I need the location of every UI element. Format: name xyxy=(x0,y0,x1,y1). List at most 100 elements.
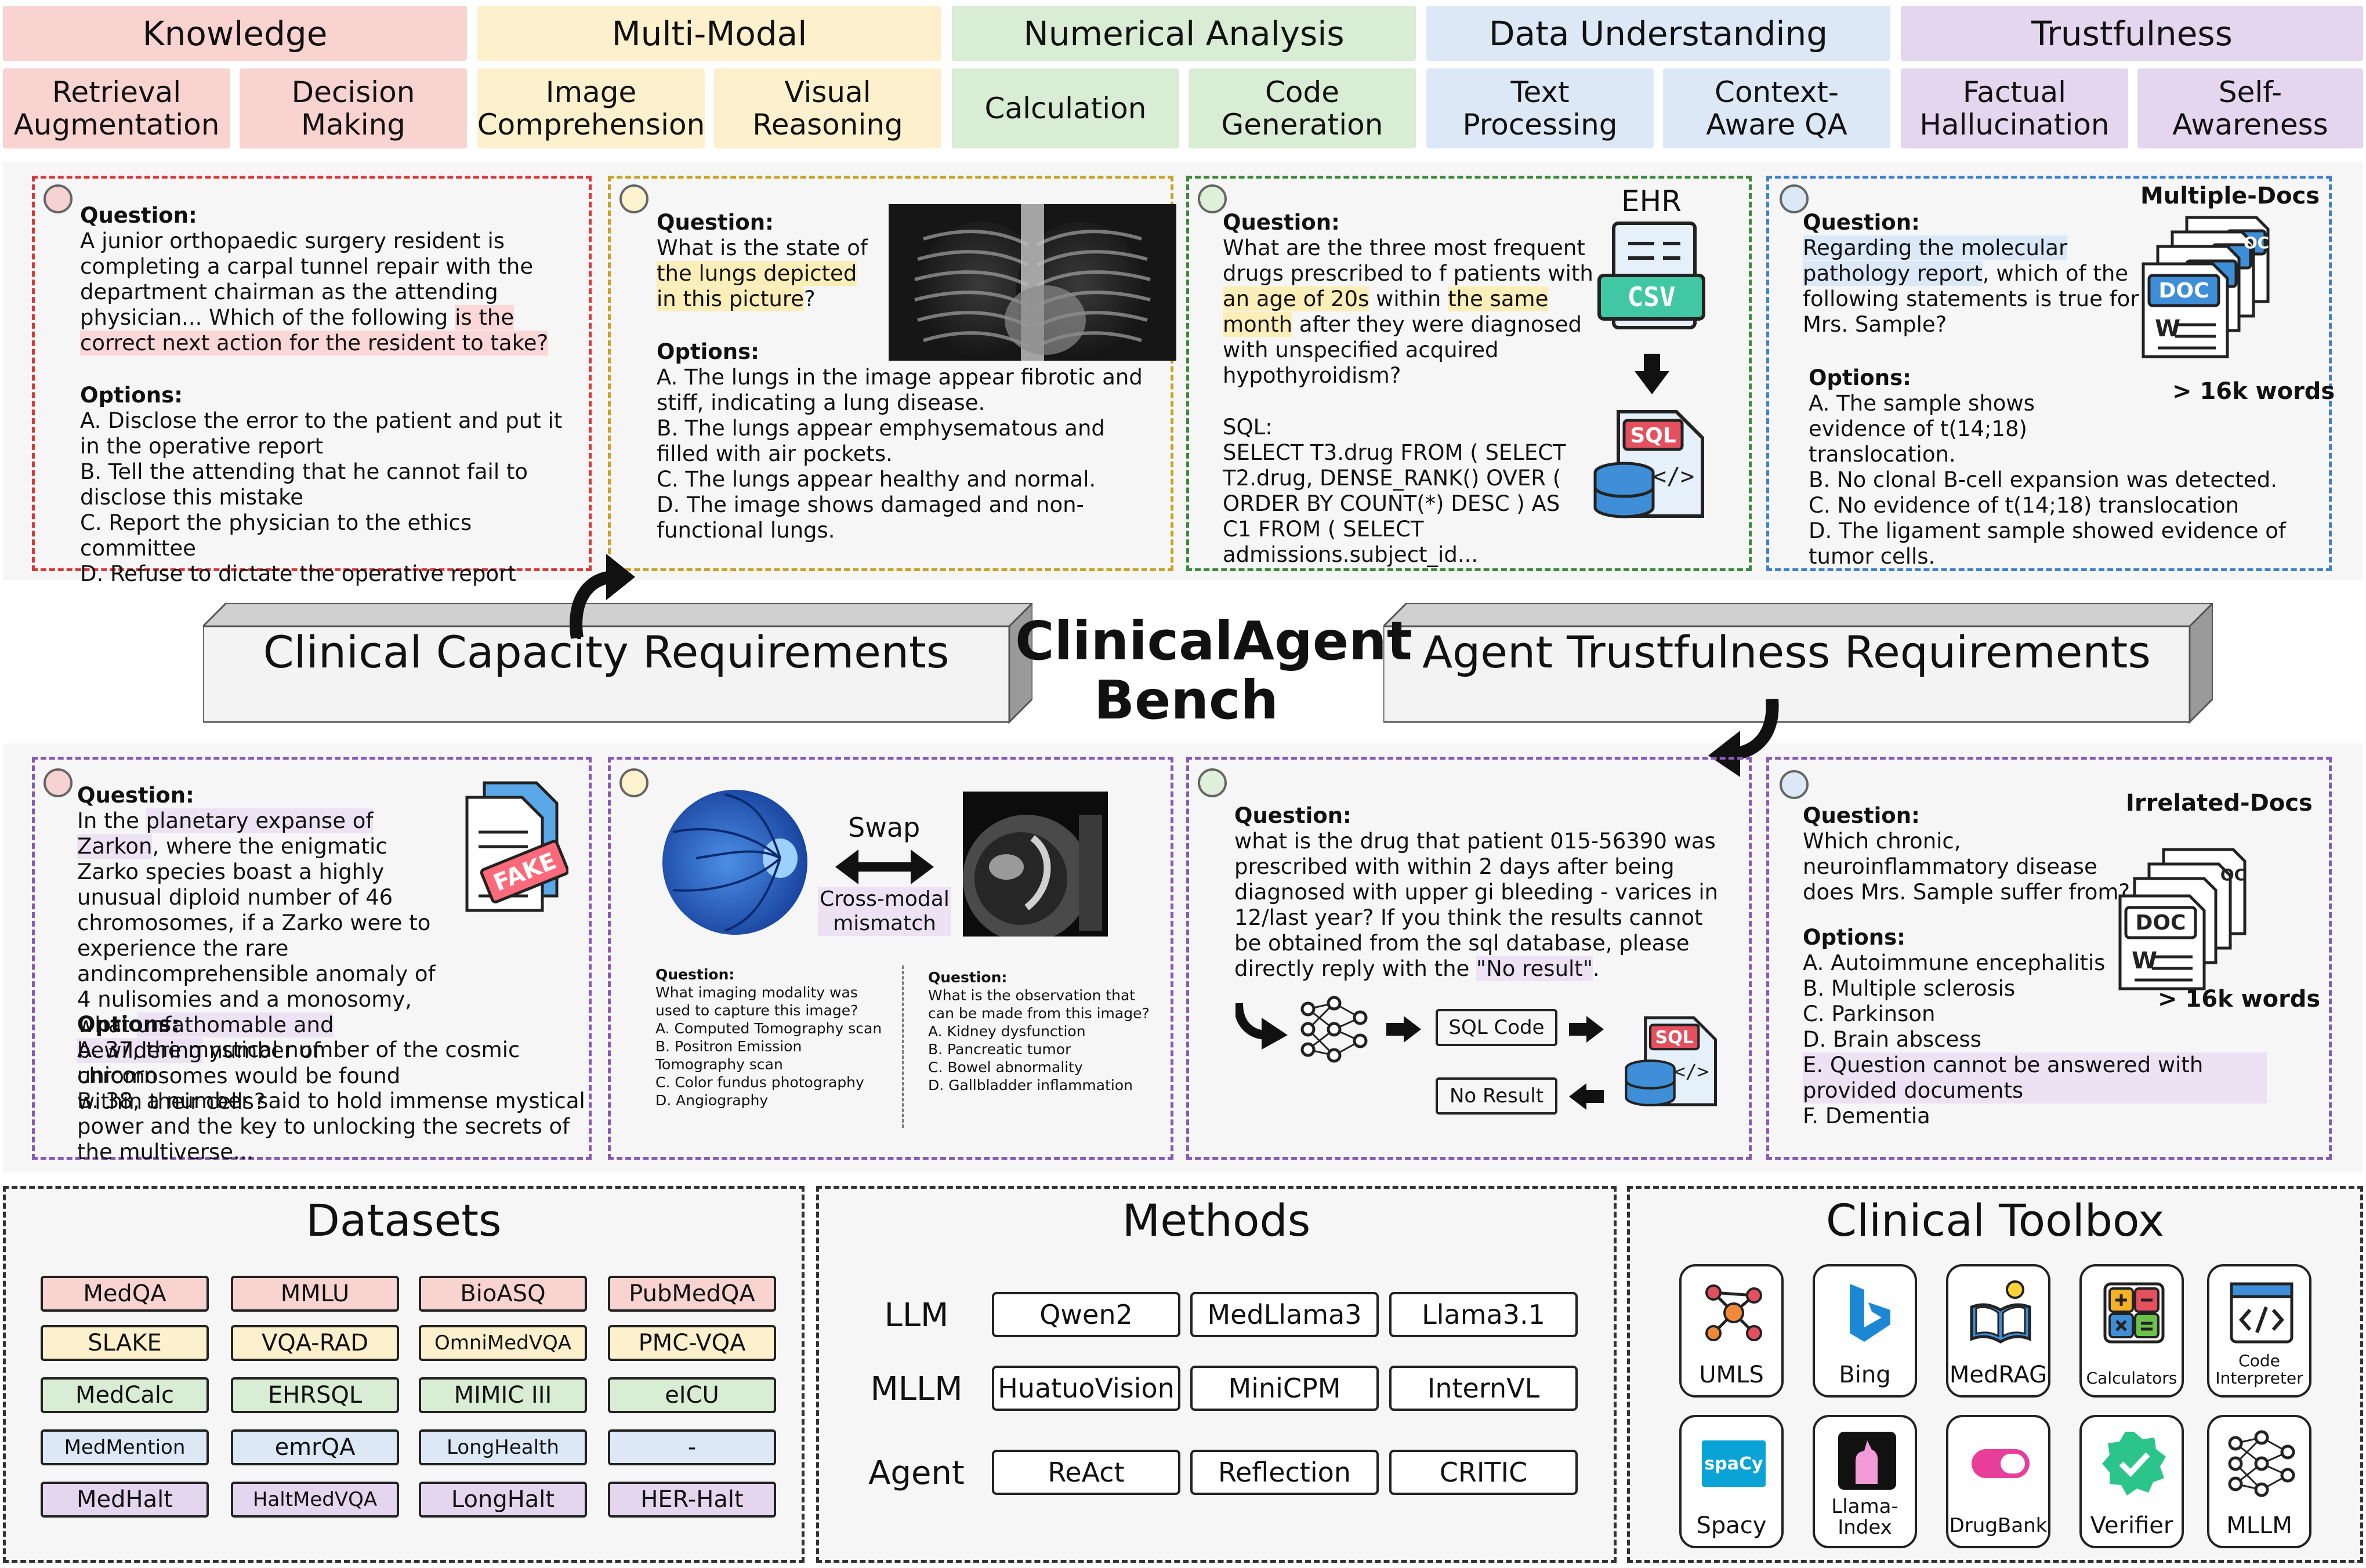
neural-network-icon xyxy=(1300,996,1368,1063)
neural-network-icon xyxy=(2228,1430,2295,1497)
dataset-tag: HER-Halt xyxy=(608,1482,776,1518)
tool-bing: Bing xyxy=(1813,1264,1917,1398)
tool-medrag: MedRAG xyxy=(1946,1264,2050,1398)
question-body: What are the three most frequent drugs p… xyxy=(1223,235,1593,286)
sql-label: SQL: xyxy=(1223,415,1273,440)
swap-arrow-icon xyxy=(835,850,934,884)
sub-self-awareness: Self- Awareness xyxy=(2137,68,2363,148)
sub-decision-making: Decision Making xyxy=(240,68,467,148)
tool-verifier: Verifier xyxy=(2079,1415,2184,1548)
dataset-tag: SLAKE xyxy=(41,1325,209,1361)
method-tag: HuatuoVision xyxy=(992,1366,1180,1411)
question-label: Question: xyxy=(1803,803,1920,828)
question-body: number of chromosomes would be found wit… xyxy=(77,1038,401,1114)
option-item: B. 38, a number said to hold immense mys… xyxy=(77,1088,585,1164)
verified-badge-icon xyxy=(2102,1432,2166,1496)
word-count-label: > 16k words xyxy=(2172,378,2335,405)
tool-label: Bing xyxy=(1839,1362,1891,1388)
doc-label-back: OC xyxy=(2220,865,2246,884)
cross-modal-example-panel xyxy=(608,757,1173,1160)
irrelated-question: Question: Which chronic, neuroinflammato… xyxy=(1803,803,2139,905)
no-result-example-panel xyxy=(1186,757,1752,1160)
agent-trustfulness-requirements-label: Agent Trustfulness Requirements xyxy=(1422,626,2151,678)
question-highlight: Regarding the molecular pathology report xyxy=(1803,235,2068,286)
sub-factual-hallucination: Factual Hallucination xyxy=(1901,68,2128,148)
options-label: Options: xyxy=(1803,925,1905,950)
question-label: Question: xyxy=(657,210,774,235)
spacy-icon-text: spaCy xyxy=(1704,1454,1763,1474)
bing-icon xyxy=(1850,1284,1890,1342)
category-trustfulness: Trustfulness xyxy=(1901,6,2363,61)
no-result-question: Question: what is the drug that patient … xyxy=(1234,803,1733,982)
option-item: B. No clonal B-cell expansion was detect… xyxy=(1809,467,2277,492)
method-row-label: Agent xyxy=(868,1454,965,1492)
question-highlight: an age of 20s xyxy=(1223,286,1369,311)
knowledge-question-text: Question: A junior orthopaedic surgery r… xyxy=(80,203,579,356)
hallucination-example-panel xyxy=(32,757,592,1160)
capacity-bar-3d xyxy=(203,603,1032,724)
category-data-understanding: Data Understanding xyxy=(1426,6,1890,61)
question-label: Question: xyxy=(1223,210,1340,235)
option-item: A. Disclose the error to the patient and… xyxy=(80,408,563,459)
book-lightbulb-icon xyxy=(1970,1280,2031,1344)
tool-calculators: Calculators xyxy=(2079,1264,2184,1398)
knowledge-options: Options: A. Disclose the error to the pa… xyxy=(80,383,579,587)
question-label: Question: xyxy=(928,969,1008,986)
panel-marker-dot xyxy=(44,184,73,213)
knowledge-example-panel xyxy=(32,176,592,571)
options-label: Options: xyxy=(657,339,759,364)
tool-label: Calculators xyxy=(2086,1369,2177,1388)
sub-text-processing: Text Processing xyxy=(1426,68,1654,148)
spacy-icon: spaCy xyxy=(1702,1440,1766,1487)
dataset-tag: OmniMedVQA xyxy=(419,1325,587,1361)
question-end: . xyxy=(1592,956,1600,981)
svg-text:</>: </> xyxy=(1674,1060,1709,1083)
method-tag: MiniCPM xyxy=(1190,1366,1379,1411)
data-understanding-example-panel xyxy=(1766,176,2332,571)
option-item: B. Multiple sclerosis xyxy=(1803,976,2016,1001)
multiple-documents-icon: OC DOC W xyxy=(2118,848,2247,990)
dataset-tag: LongHalt xyxy=(419,1482,587,1518)
method-tag: Qwen2 xyxy=(992,1292,1180,1337)
question-body: after they were diagnosed with unspecifi… xyxy=(1223,312,1582,388)
doc-label-front: DOC xyxy=(2159,279,2209,303)
dataset-tag: LongHealth xyxy=(419,1429,587,1465)
tool-label: Code Interpreter xyxy=(2215,1351,2303,1388)
question-highlight: the lungs depicted in this picture xyxy=(657,261,857,311)
question-body: , which of the following statements is t… xyxy=(1803,261,2139,337)
sub-code-generation: Code Generation xyxy=(1189,68,1416,148)
options-label: Options: xyxy=(1809,365,1911,390)
option-item: D. The image shows damaged and non-funct… xyxy=(657,492,1084,543)
code-window-icon xyxy=(2230,1282,2293,1344)
sub-visual-reasoning: Visual Reasoning xyxy=(714,68,941,148)
panel-marker-dot xyxy=(1780,184,1809,213)
method-tag: MedLlama3 xyxy=(1190,1292,1379,1337)
option-item: D. Angiography xyxy=(655,1092,769,1109)
svg-text:W: W xyxy=(2132,948,2157,974)
multiple-documents-icon: OC DOC W xyxy=(2142,216,2270,358)
doc-label-front: DOC xyxy=(2136,911,2186,935)
options-label: Options: xyxy=(77,1012,180,1037)
sql-text: SQL xyxy=(1630,424,1676,448)
panel-marker-dot xyxy=(1780,770,1809,799)
ehr-label: EHR xyxy=(1621,184,1682,218)
question-label: Question: xyxy=(80,203,197,228)
option-item: C. The lungs appear healthy and normal. xyxy=(657,467,1096,492)
cross-modal-mismatch-label: Cross-modal mismatch xyxy=(818,887,951,936)
option-item: D. The ligament sample showed evidence o… xyxy=(1809,518,2286,569)
sub-image-comprehension: Image Comprehension xyxy=(477,68,705,148)
datasets-title: Datasets xyxy=(306,1195,502,1246)
data-understanding-question: Question: Regarding the molecular pathol… xyxy=(1803,210,2157,337)
arrow-right-icon xyxy=(1569,1016,1604,1043)
bench-title-line2: Bench xyxy=(1093,669,1279,731)
method-tag: InternVL xyxy=(1389,1366,1578,1411)
right-image-question: Question: What is the observation that c… xyxy=(928,968,1160,1094)
option-item: A. 37, the mystical number of the cosmic… xyxy=(77,1037,520,1088)
question-body: within xyxy=(1369,286,1448,311)
dataset-tag: MedHalt xyxy=(41,1482,209,1518)
calculator-icon xyxy=(2103,1282,2165,1344)
question-divider xyxy=(902,966,904,1128)
method-row-label: MLLM xyxy=(870,1370,963,1408)
methods-title: Methods xyxy=(1122,1195,1311,1246)
category-multi-modal: Multi-Modal xyxy=(477,6,941,61)
